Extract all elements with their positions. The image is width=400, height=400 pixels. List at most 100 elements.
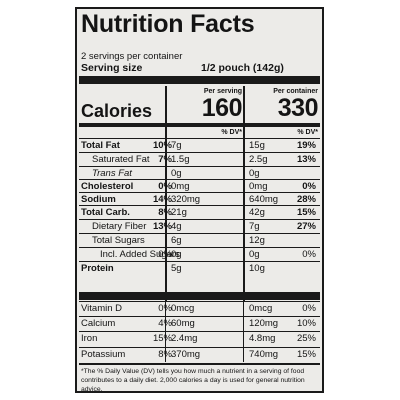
per-container-dv: 28% [296,194,316,205]
nutrient-name: Iron [81,333,98,344]
label-title: Nutrition Facts [81,10,255,38]
col-head-per-container: Per container [273,88,318,95]
per-serving-amount: 2.4mg [171,333,198,344]
per-container-amount: 7g [249,221,260,232]
per-serving-dv: 13% [152,221,172,232]
nutrient-name: Incl. Added Sugars [100,249,180,260]
per-serving-amount: 1.5g [171,154,190,165]
nutrient-name: Total Sugars [92,235,145,246]
per-serving-dv: 14% [152,194,172,205]
nutrient-name: Trans Fat [92,168,132,179]
nutrient-row: Vitamin D 0mcg 0% 0mcg 0% [79,301,320,317]
per-serving-dv: 7% [158,154,172,165]
per-serving-amount: 60mg [171,318,195,329]
nutrient-row: Cholesterol 0mg 0% 0mg 0% [79,179,320,193]
per-serving-amount: 370mg [171,349,201,360]
per-container-dv: 15% [296,349,316,360]
per-serving-amount: 21g [171,207,187,218]
per-container-dv: 0% [302,303,316,314]
nutrient-name: Total Carb. [81,207,130,218]
dv-head-per-container: % DV* [297,129,318,136]
per-serving-amount: 0mcg [171,303,195,314]
calories-label: Calories [81,101,153,121]
per-container-dv: 15% [296,207,316,218]
per-serving-amount: 5g [171,263,182,274]
serving-size-label: Serving size [81,62,143,74]
nutrient-name: Cholesterol [81,181,134,192]
per-container-dv: 10% [296,318,316,329]
per-container-dv: 13% [296,154,316,165]
per-container-amount: 10g [249,263,265,274]
nutrient-row: Total Fat 7g 10% 15g 19% [79,138,320,152]
nutrient-name: Vitamin D [81,303,123,314]
per-container-dv: 0% [302,249,316,260]
nutrient-name: Saturated Fat [92,154,150,165]
nutrient-row: Trans Fat 0g 0g [79,166,320,180]
per-container-amount: 0g [249,168,260,179]
per-serving-dv: 0% [158,249,172,260]
col-head-per-serving: Per serving [203,88,242,95]
per-container-amount: 42g [249,207,265,218]
per-container-amount: 12g [249,235,265,246]
per-container-amount: 740mg [249,349,279,360]
per-container-amount: 0mg [249,181,268,192]
calories-per-serving: 160 [201,94,243,122]
per-serving-dv: 4% [158,318,172,329]
divider-thick-top [79,76,320,84]
per-serving-dv: 0% [158,303,172,314]
per-container-amount: 2.5g [249,154,268,165]
divider-footnote [79,363,320,365]
nutrient-row: Potassium 370mg 8% 740mg 15% [79,347,320,363]
per-container-dv: 25% [296,333,316,344]
per-container-amount: 0mcg [249,303,273,314]
per-container-dv: 0% [302,181,316,192]
nutrient-row: Incl. Added Sugars 0g 0% 0g 0% [79,247,320,261]
per-container-amount: 0g [249,249,260,260]
per-serving-amount: 0g [171,168,182,179]
nutrient-row: Protein 5g 10g [79,261,320,275]
column-divider-2 [243,86,245,301]
nutrient-row: Saturated Fat 1.5g 7% 2.5g 13% [79,152,320,166]
nutrient-row: Iron 2.4mg 15% 4.8mg 25% [79,331,320,347]
per-serving-amount: 0mg [171,181,190,192]
nutrient-row: Calcium 60mg 4% 120mg 10% [79,316,320,332]
nutrient-row: Sodium 320mg 14% 640mg 28% [79,192,320,206]
per-container-amount: 4.8mg [249,333,276,344]
per-container-amount: 120mg [249,318,279,329]
nutrient-name: Calcium [81,318,116,329]
nutrient-row: Total Sugars 6g 12g [79,233,320,247]
column-divider-4 [243,302,244,362]
per-container-dv: 27% [296,221,316,232]
nutrition-facts-label: Nutrition Facts 2 servings per container… [75,7,324,393]
calories-per-container: 330 [277,94,319,122]
serving-size-value: 1/2 pouch (142g) [201,62,284,74]
per-serving-dv: 8% [158,207,172,218]
column-divider-3 [165,302,166,362]
per-serving-dv: 15% [152,333,172,344]
column-divider-1 [165,86,167,301]
nutrient-name: Sodium [81,194,116,205]
per-serving-amount: 0g [171,249,182,260]
per-serving-dv: 10% [152,140,172,151]
divider-calories [79,123,320,127]
per-container-amount: 15g [249,140,265,151]
divider-thick-protein [79,292,320,300]
per-serving-amount: 4g [171,221,182,232]
dv-footnote: *The % Daily Value (DV) tells you how mu… [81,368,305,393]
nutrient-name: Total Fat [81,140,120,151]
nutrient-name: Potassium [81,349,126,360]
per-serving-amount: 320mg [171,194,201,205]
per-serving-amount: 6g [171,235,182,246]
per-serving-dv: 0% [158,181,172,192]
per-container-amount: 640mg [249,194,279,205]
per-container-dv: 19% [296,140,316,151]
nutrient-row: Total Carb. 21g 8% 42g 15% [79,205,320,219]
serving-size-row: Serving size 1/2 pouch (142g) [81,62,319,74]
nutrient-name: Dietary Fiber [92,221,147,232]
per-serving-amount: 7g [171,140,182,151]
servings-per-container: 2 servings per container [81,51,183,62]
dv-head-per-serving: % DV* [221,129,242,136]
nutrient-name: Protein [81,263,114,274]
nutrient-row: Dietary Fiber 4g 13% 7g 27% [79,219,320,233]
per-serving-dv: 8% [158,349,172,360]
